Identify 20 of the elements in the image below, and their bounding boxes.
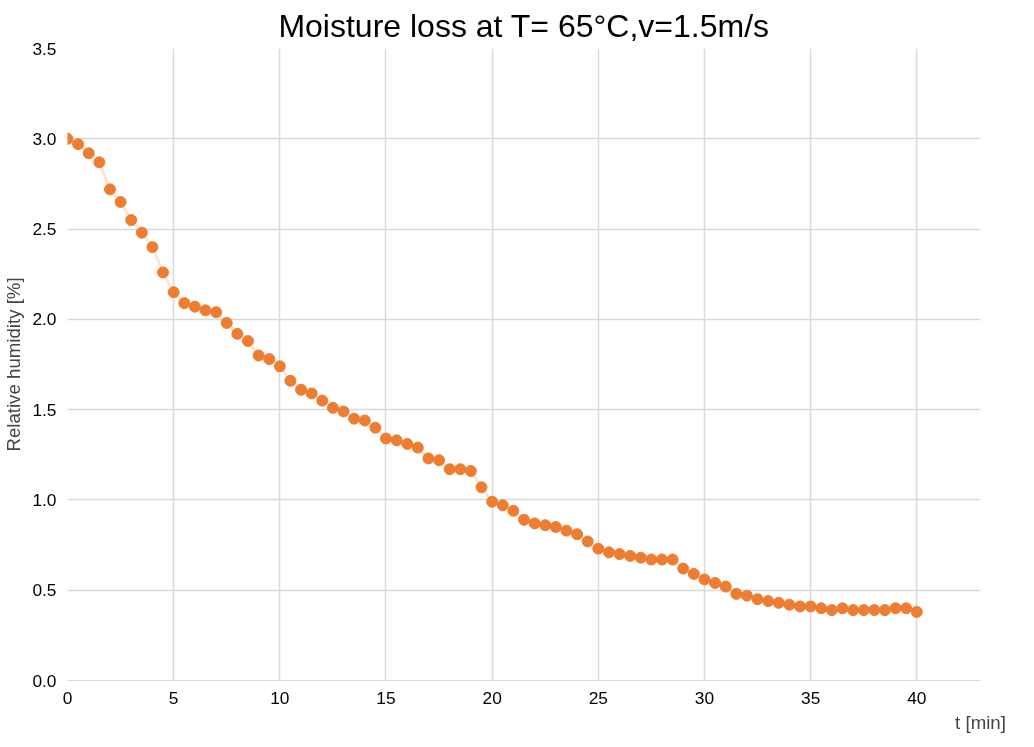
x-tick-label: 20 bbox=[482, 687, 502, 708]
y-tick-label: 3.0 bbox=[32, 128, 57, 149]
x-tick-label: 15 bbox=[376, 687, 396, 708]
x-tick-label: 0 bbox=[62, 687, 73, 708]
y-axis-title: Relative humidity [%] bbox=[3, 277, 25, 452]
x-tick-label: 40 bbox=[907, 687, 927, 708]
x-tick-label: 30 bbox=[694, 687, 715, 708]
y-tick-label: 1.5 bbox=[32, 399, 57, 420]
y-tick-label: 0.5 bbox=[32, 580, 57, 601]
y-tick-label: 1.0 bbox=[32, 489, 57, 510]
y-tick-label: 2.0 bbox=[32, 309, 57, 330]
y-tick-label: 0.0 bbox=[32, 670, 57, 691]
x-tick-label: 5 bbox=[168, 687, 179, 708]
x-tick-label: 35 bbox=[801, 687, 821, 708]
x-tick-label: 25 bbox=[588, 687, 608, 708]
x-tick-label: 10 bbox=[270, 687, 290, 708]
chart-title: Moisture loss at T= 65°C,v=1.5m/s bbox=[278, 7, 770, 44]
y-tick-label: 2.5 bbox=[32, 219, 57, 240]
x-axis-title: t [min] bbox=[955, 711, 1006, 733]
y-tick-label: 3.5 bbox=[32, 38, 57, 59]
